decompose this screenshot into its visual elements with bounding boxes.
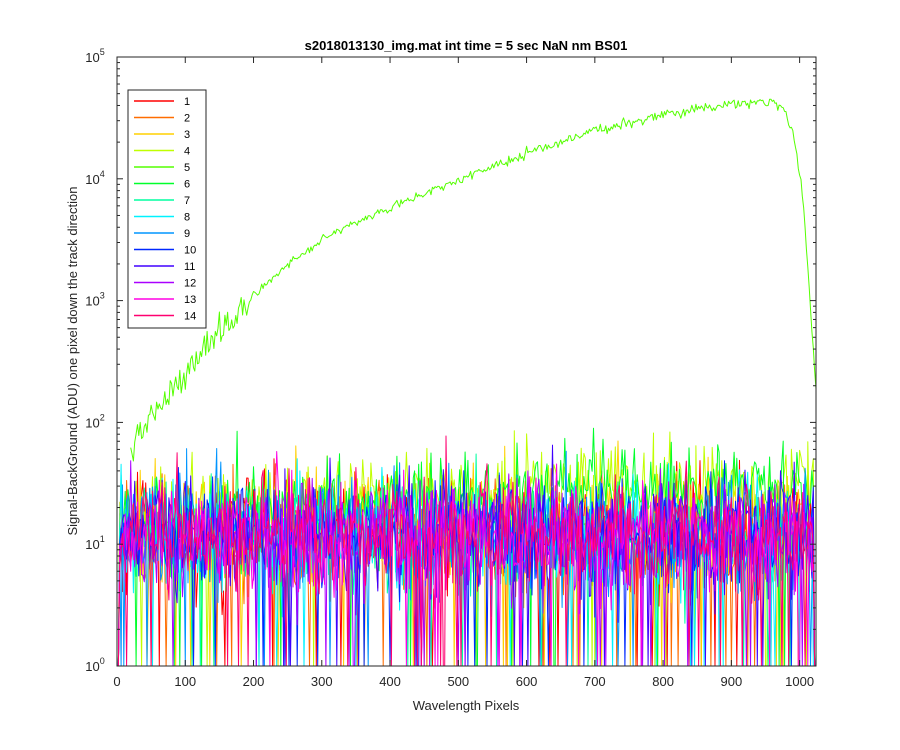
y-tick-label: 104 bbox=[85, 169, 104, 187]
x-tick-label: 800 bbox=[652, 674, 674, 689]
legend-entry-6: 6 bbox=[184, 179, 190, 191]
series-layer bbox=[117, 98, 817, 667]
x-tick-label: 500 bbox=[447, 674, 469, 689]
legend-entry-7: 7 bbox=[184, 195, 190, 207]
legend-entry-8: 8 bbox=[184, 212, 190, 224]
legend-entry-14: 14 bbox=[184, 311, 196, 323]
series-line-13 bbox=[117, 451, 816, 667]
legend-entry-3: 3 bbox=[184, 129, 190, 141]
y-tick-label: 105 bbox=[85, 47, 104, 65]
legend-entry-5: 5 bbox=[184, 162, 190, 174]
series-line-5 bbox=[130, 98, 817, 462]
legend-entry-9: 9 bbox=[184, 228, 190, 240]
x-axis-label: Wavelength Pixels bbox=[413, 698, 520, 713]
x-tick-label: 1000 bbox=[785, 674, 814, 689]
legend-entry-10: 10 bbox=[184, 245, 196, 257]
x-tick-label: 100 bbox=[174, 674, 196, 689]
x-tick-label: 600 bbox=[516, 674, 538, 689]
y-tick-label: 102 bbox=[85, 412, 104, 430]
legend-entry-1: 1 bbox=[184, 96, 190, 108]
series-line-11 bbox=[117, 444, 816, 667]
y-tick-label: 101 bbox=[85, 534, 104, 552]
x-tick-label: 0 bbox=[113, 674, 120, 689]
series-line-14 bbox=[117, 435, 816, 667]
x-tick-label: 200 bbox=[243, 674, 265, 689]
x-tick-label: 400 bbox=[379, 674, 401, 689]
plot-frame bbox=[116, 56, 817, 667]
x-axis: 0 100 200 300 400 500 600 700 800 900 1000 bbox=[113, 57, 814, 689]
y-tick-label: 100 bbox=[85, 656, 104, 674]
x-tick-label: 300 bbox=[311, 674, 333, 689]
legend-entry-4: 4 bbox=[184, 146, 190, 158]
chart-title: s2018013130_img.mat int time = 5 sec NaN… bbox=[305, 38, 628, 53]
y-axis-label: Signal-BackGround (ADU) one pixel down t… bbox=[65, 186, 80, 535]
legend-entry-11: 11 bbox=[184, 261, 195, 273]
legend-box bbox=[127, 89, 207, 329]
x-tick-label: 900 bbox=[721, 674, 743, 689]
legend-entry-2: 2 bbox=[184, 113, 190, 125]
legend-entry-12: 12 bbox=[184, 278, 196, 290]
legend-entry-13: 13 bbox=[184, 294, 196, 306]
y-tick-label: 103 bbox=[85, 291, 104, 309]
x-tick-label: 700 bbox=[584, 674, 606, 689]
